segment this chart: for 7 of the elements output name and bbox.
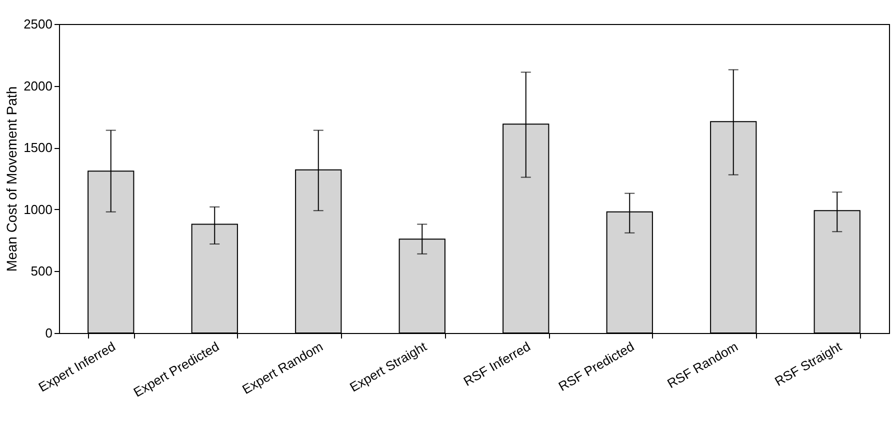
y-tick-label: 1000 bbox=[24, 202, 52, 217]
y-axis-title: Mean Cost of Movement Path bbox=[4, 86, 20, 272]
y-tick-label: 2500 bbox=[24, 16, 52, 32]
y-tick-label: 1500 bbox=[24, 140, 52, 156]
y-tick-label: 500 bbox=[30, 264, 52, 279]
y-tick-label: 0 bbox=[45, 326, 52, 340]
y-tick-label: 2000 bbox=[24, 78, 52, 94]
